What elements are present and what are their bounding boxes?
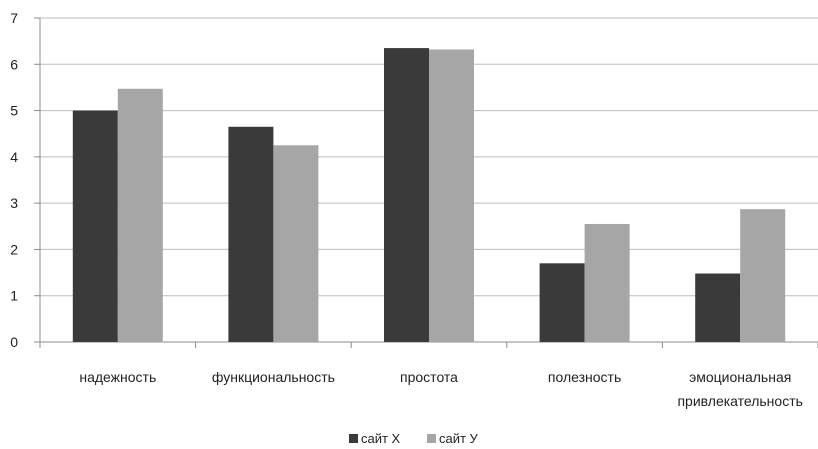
legend-swatch	[427, 434, 436, 443]
category-label: полезность	[548, 369, 621, 385]
bars	[72, 48, 786, 343]
labels: 0 1 2 3 4 5 6 7 надежность функциональность просто…	[10, 10, 803, 409]
bar-2	[740, 209, 786, 342]
category-label: привлекательность	[677, 393, 802, 409]
y-tick-label: 0	[10, 334, 18, 350]
y-tick-label: 5	[10, 103, 18, 119]
y-tick-label: 1	[10, 288, 18, 304]
y-tick-label: 2	[10, 241, 18, 257]
category-label: надежность	[79, 369, 156, 385]
bar-2	[273, 145, 319, 342]
category-label: простота	[400, 369, 458, 385]
bar-1	[384, 48, 429, 342]
legend-swatch	[349, 434, 358, 443]
legend-label: сайт X	[361, 431, 401, 446]
legend: сайт X сайт У	[349, 431, 479, 446]
bar-2	[429, 49, 474, 343]
bar-1	[72, 110, 118, 342]
category-label: функциональность	[212, 369, 335, 385]
bar-2	[117, 88, 163, 343]
category-label: эмоциональная	[689, 369, 791, 385]
bar-2	[584, 223, 630, 342]
y-tick-label: 4	[10, 149, 18, 165]
y-tick-label: 6	[10, 56, 18, 72]
y-tick-label: 7	[10, 10, 18, 26]
bar-1	[539, 263, 585, 342]
y-tick-label: 3	[10, 195, 18, 211]
bar-1	[228, 126, 274, 343]
legend-label: сайт У	[439, 431, 479, 446]
bar-1	[695, 273, 741, 342]
